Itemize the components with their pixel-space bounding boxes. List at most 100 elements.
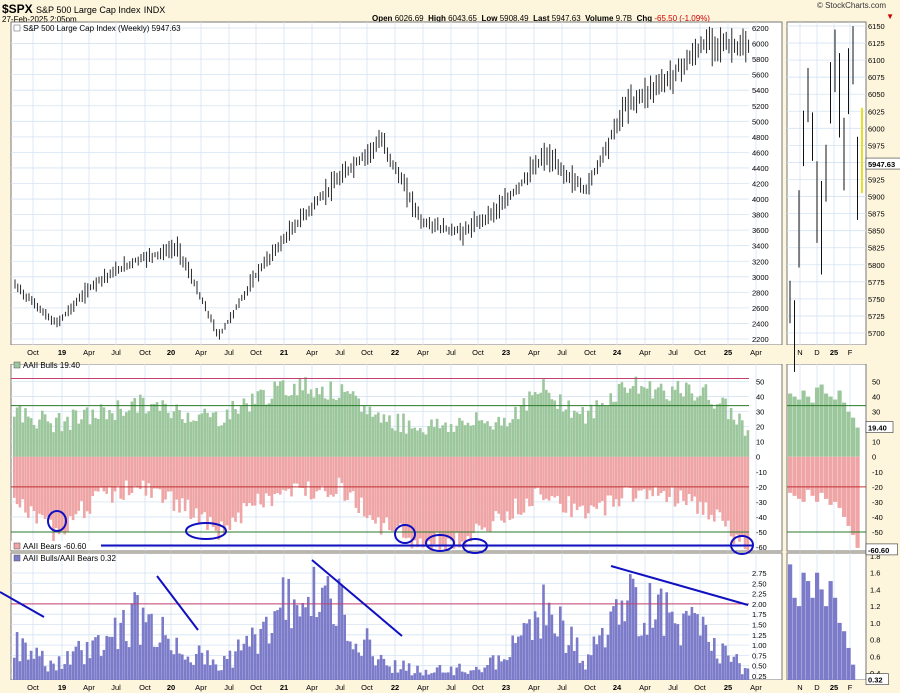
bears-bar	[545, 456, 548, 499]
ratio-tick-label: 1.25	[752, 631, 767, 640]
bulls-bar	[287, 395, 290, 457]
x-axis-label: 24	[613, 683, 622, 692]
x-axis-label: Oct	[139, 348, 152, 357]
bears-bar	[603, 456, 607, 516]
daily-bulls-bar	[855, 427, 860, 457]
bulls-bar	[533, 391, 537, 457]
daily-price-tick-label: 5750	[868, 295, 885, 304]
bulls-bar	[556, 408, 559, 457]
ratio-bar	[203, 664, 206, 680]
bulls-bar	[497, 416, 500, 457]
bulls-bar	[321, 386, 324, 457]
ratio-bar	[699, 635, 702, 680]
bulls-bar	[654, 389, 657, 457]
bulls-bar	[214, 411, 218, 457]
daily-bears-bar	[828, 456, 833, 505]
bears-bar	[111, 456, 114, 503]
bulls-bar	[175, 404, 178, 457]
ratio-bar	[673, 623, 677, 680]
bears-bar	[127, 456, 131, 496]
ratio-bar	[573, 650, 576, 680]
bulls-bar	[357, 398, 360, 457]
ratio-bar	[360, 655, 363, 680]
ratio-bar	[575, 637, 579, 680]
ratio-bar	[304, 607, 307, 680]
bulls-bar	[746, 430, 750, 457]
ratio-bar	[318, 611, 321, 680]
bears-bar	[169, 456, 173, 492]
ratio-bar	[713, 638, 716, 680]
ratio-bar	[24, 642, 27, 680]
bulls-bar	[687, 384, 691, 457]
bulls-bar	[158, 410, 162, 457]
bulls-bar	[326, 399, 330, 457]
bulls-bar	[732, 419, 736, 457]
daily-x-axis-label: N	[797, 348, 802, 357]
ratio-bar	[136, 594, 139, 680]
bears-bar	[547, 456, 551, 501]
bulls-bar	[637, 393, 640, 457]
x-axis-label: 20	[167, 683, 175, 692]
ratio-bar	[500, 661, 503, 680]
ratio-bar	[514, 642, 517, 680]
bears-bar	[382, 456, 386, 524]
bears-bar	[533, 456, 537, 489]
bulls-bar	[391, 428, 394, 457]
price-tick-label: 4400	[752, 164, 769, 173]
ratio-bar	[256, 653, 260, 680]
ratio-bar	[119, 622, 122, 680]
bears-bar	[29, 456, 33, 507]
bulls-bar	[57, 412, 61, 457]
bulls-bar	[27, 416, 30, 457]
bears-bar	[623, 456, 626, 488]
bears-bar	[321, 456, 324, 486]
extreme-circle	[394, 524, 416, 544]
bears-bar	[489, 456, 492, 533]
bulls-bar	[209, 417, 212, 457]
ratio-legend-swatch	[13, 554, 21, 562]
ratio-bar	[559, 606, 562, 680]
daily-ratio-bar	[797, 606, 802, 680]
bears-bar	[97, 456, 100, 492]
ratio-bar	[351, 649, 355, 680]
ratio-bar	[374, 665, 377, 680]
bulls-bar	[598, 405, 601, 457]
daily-price-tick-label: 6025	[868, 107, 885, 116]
bulls-bar	[242, 398, 246, 457]
sentiment-tick-label: 50	[756, 378, 764, 387]
bears-bar	[724, 456, 727, 527]
bears-bar	[144, 456, 148, 496]
bears-bar	[346, 456, 349, 500]
bears-bar	[279, 456, 282, 495]
bears-bar	[620, 456, 624, 499]
bulls-bar	[701, 387, 705, 457]
bears-bar	[21, 456, 24, 500]
x-axis-label: Apr	[83, 683, 95, 692]
bulls-bar	[522, 398, 526, 457]
ratio-bar	[158, 642, 162, 680]
ratio-bar	[284, 619, 288, 680]
bulls-bar	[253, 403, 257, 457]
ratio-bar	[732, 656, 736, 680]
bulls-bar	[741, 420, 744, 457]
bears-bar	[500, 456, 503, 521]
bulls-bar	[183, 422, 187, 457]
price-tick-label: 4000	[752, 195, 769, 204]
bears-bar	[648, 456, 652, 491]
ratio-bar	[615, 599, 618, 680]
ratio-bar	[253, 634, 257, 680]
ratio-bar	[746, 668, 750, 680]
bears-bar	[525, 456, 528, 499]
bulls-bar	[584, 423, 587, 457]
ratio-bar	[533, 611, 537, 680]
ratio-bar	[581, 660, 584, 680]
ratio-bar	[517, 636, 520, 680]
bulls-bar	[603, 406, 607, 457]
bulls-bar	[35, 428, 38, 457]
bears-bar	[228, 456, 232, 530]
ratio-bar	[169, 650, 173, 680]
bears-bar	[108, 456, 111, 487]
bulls-bar	[144, 413, 148, 457]
bears-bar	[43, 456, 47, 519]
